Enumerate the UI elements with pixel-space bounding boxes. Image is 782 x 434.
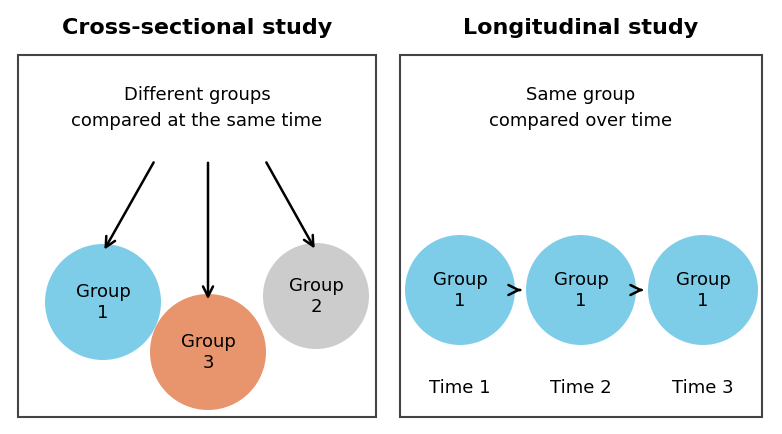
Text: Time 1: Time 1 <box>429 379 491 397</box>
Text: 1: 1 <box>576 292 586 310</box>
Ellipse shape <box>45 244 161 360</box>
Text: Longitudinal study: Longitudinal study <box>464 18 698 38</box>
Bar <box>400 55 762 417</box>
Text: Time 2: Time 2 <box>551 379 612 397</box>
Text: Group: Group <box>76 283 131 301</box>
Text: Group: Group <box>432 271 487 289</box>
Text: 1: 1 <box>698 292 708 310</box>
Text: Group: Group <box>181 333 235 351</box>
Text: Time 3: Time 3 <box>673 379 734 397</box>
Text: Cross-sectional study: Cross-sectional study <box>62 18 332 38</box>
Text: Group: Group <box>676 271 730 289</box>
Text: 1: 1 <box>454 292 466 310</box>
Text: Different groups
compared at the same time: Different groups compared at the same ti… <box>71 86 322 130</box>
Text: Same group
compared over time: Same group compared over time <box>490 86 673 130</box>
Text: Group: Group <box>289 277 343 295</box>
Ellipse shape <box>405 235 515 345</box>
Text: 1: 1 <box>97 304 109 322</box>
Ellipse shape <box>648 235 758 345</box>
Text: Group: Group <box>554 271 608 289</box>
Text: 2: 2 <box>310 298 321 316</box>
Ellipse shape <box>263 243 369 349</box>
Ellipse shape <box>526 235 636 345</box>
Text: 3: 3 <box>203 354 213 372</box>
Bar <box>18 55 376 417</box>
Ellipse shape <box>150 294 266 410</box>
